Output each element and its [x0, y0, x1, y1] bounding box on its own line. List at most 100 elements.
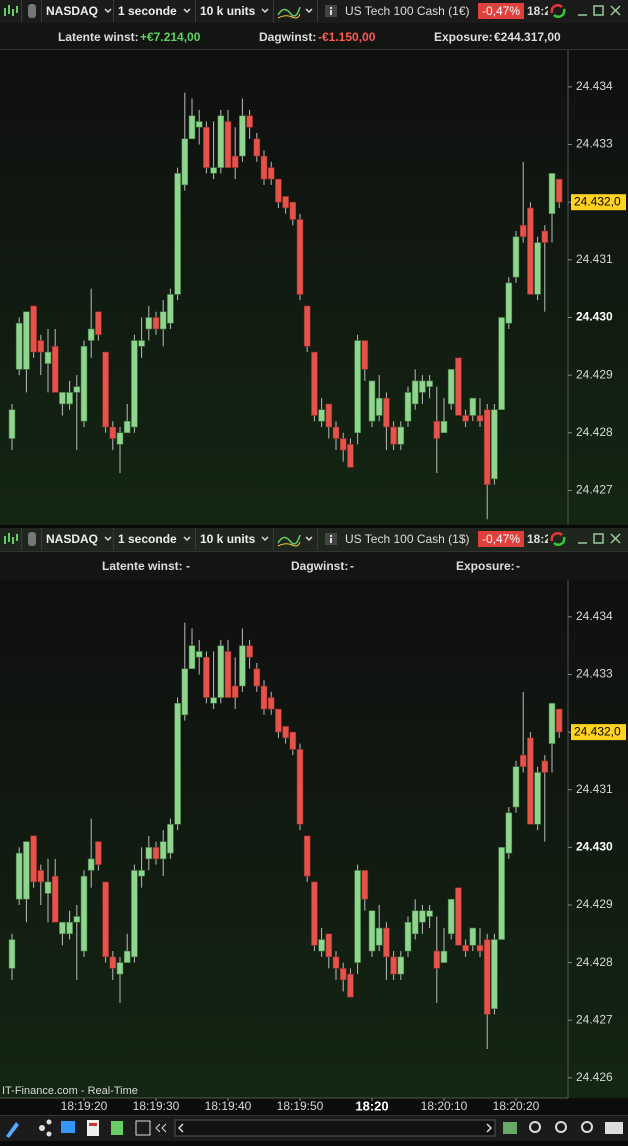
candle-body	[527, 737, 534, 825]
candle-body	[37, 340, 45, 353]
icon[interactable]	[22, 0, 42, 22]
info-icon[interactable]	[325, 528, 339, 550]
candle-body	[505, 282, 513, 324]
candle-body	[138, 870, 145, 877]
candle-body	[102, 881, 109, 958]
candle-body	[275, 178, 282, 203]
icon-graphic	[28, 4, 36, 18]
candle-body	[383, 927, 390, 958]
watermark: IT-Finance.com - Real-Time	[2, 1085, 138, 1097]
candle-body	[433, 420, 441, 439]
last-price-label: 24.432,0	[574, 724, 621, 738]
candle-body	[116, 962, 124, 975]
candle-body	[368, 910, 376, 952]
y-tick-label: 24.428	[576, 425, 613, 439]
size-dropdown[interactable]: 10 k units	[196, 0, 274, 22]
candle-body	[30, 835, 37, 883]
market-dropdown[interactable]: NASDAQ	[42, 528, 114, 550]
icon[interactable]	[22, 528, 42, 550]
x-tick-label: 18:20:10	[421, 1099, 468, 1113]
candle-body	[325, 403, 333, 428]
candle-body	[440, 950, 448, 963]
candle-body	[469, 397, 477, 416]
candle-body	[159, 311, 167, 330]
interval-dropdown[interactable]: 1 seconde	[114, 528, 196, 550]
market: NASDAQ	[46, 4, 99, 18]
candle-body	[66, 921, 73, 935]
candle-body	[347, 973, 354, 998]
candle-body	[260, 155, 268, 180]
candle-body	[455, 357, 462, 416]
toolbar: NASDAQ 1 seconde 10 k units US Tech 100 …	[0, 0, 628, 24]
candle-body	[440, 420, 448, 434]
candle-body	[548, 703, 556, 744]
indicator-button[interactable]	[274, 528, 318, 550]
plot-background	[0, 580, 628, 1098]
y-tick-label: 24.427	[576, 1012, 613, 1026]
candle-body	[51, 345, 59, 393]
candle-body	[152, 847, 160, 860]
candle-body	[246, 115, 253, 128]
candle-body	[303, 835, 311, 877]
candle-body	[361, 340, 369, 370]
x-axis-background	[0, 1098, 628, 1115]
candle-body	[174, 703, 181, 825]
instrument: US Tech 100 Cash (1$)	[345, 532, 470, 546]
bottom-toolbar	[0, 1115, 628, 1141]
icon-graphic	[550, 4, 566, 18]
candle-body	[246, 645, 253, 658]
x-tick-label: 18:19:30	[133, 1099, 180, 1113]
chevron	[261, 8, 269, 14]
candle-body	[476, 415, 484, 422]
icon[interactable]	[0, 528, 22, 550]
candle-body	[375, 927, 383, 946]
stat-value: -	[516, 559, 520, 573]
candle-body	[361, 870, 369, 900]
candle-body	[217, 115, 225, 168]
y-tick-label: 24.433	[576, 137, 613, 151]
icon-graphic	[277, 6, 313, 19]
x-tick-label: 18:20	[355, 1098, 388, 1113]
candle-body	[231, 155, 239, 168]
candle-body	[419, 380, 426, 393]
candle-body	[30, 305, 37, 353]
candle-body	[239, 115, 246, 157]
candle-body	[339, 968, 347, 981]
candle-body	[87, 858, 95, 871]
refresh-icon[interactable]	[548, 0, 570, 22]
candle-body	[483, 409, 491, 485]
chevron	[183, 8, 191, 14]
candle-body	[332, 956, 340, 969]
candle-body	[303, 305, 311, 347]
window-controls[interactable]	[574, 0, 628, 22]
candle-body	[253, 668, 261, 687]
candle-body	[15, 322, 23, 370]
candle-body	[102, 351, 109, 428]
icon[interactable]	[0, 0, 22, 22]
indicator-button[interactable]	[274, 0, 318, 22]
candle-body	[548, 173, 556, 215]
candle-body	[296, 749, 304, 825]
candle-body	[152, 317, 160, 330]
y-tick-label: 24.429	[576, 367, 613, 381]
candle-body	[498, 317, 505, 411]
size-dropdown[interactable]: 10 k units	[196, 528, 274, 550]
market-dropdown[interactable]: NASDAQ	[42, 0, 114, 22]
candle-body	[181, 668, 189, 716]
info-icon[interactable]	[325, 0, 339, 22]
candle-body	[8, 409, 16, 439]
candle-body	[73, 916, 81, 923]
icon-graphic	[277, 534, 313, 547]
candle-body	[239, 645, 246, 687]
candle-body	[527, 207, 534, 295]
window-controls[interactable]	[574, 528, 628, 550]
candle-body	[455, 887, 462, 946]
interval-dropdown[interactable]: 1 seconde	[114, 0, 196, 22]
candle-body	[469, 927, 477, 946]
candle-body	[375, 397, 383, 416]
icon-graphic	[578, 533, 621, 544]
stat-value: -€1.150,00	[318, 30, 376, 44]
refresh-icon[interactable]	[548, 528, 570, 550]
candle-body	[123, 420, 131, 434]
candle-body	[282, 196, 289, 209]
